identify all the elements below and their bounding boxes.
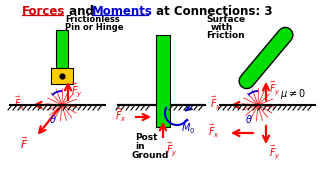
Text: $\vec{F}_x$: $\vec{F}_x$ xyxy=(14,95,26,112)
Text: Ground: Ground xyxy=(131,151,168,160)
Text: with: with xyxy=(211,23,233,32)
Text: $\theta$: $\theta$ xyxy=(245,113,253,125)
Text: Forces: Forces xyxy=(22,5,65,18)
Text: $\theta$: $\theta$ xyxy=(49,113,57,125)
Bar xyxy=(51,68,73,84)
Text: $\vec{F}_x$: $\vec{F}_x$ xyxy=(115,107,127,124)
Text: $\vec{F}_y$: $\vec{F}_y$ xyxy=(166,140,178,158)
Text: $\mu \neq 0$: $\mu \neq 0$ xyxy=(280,87,306,101)
Text: $\vec{F}_x$: $\vec{F}_x$ xyxy=(210,95,222,112)
Text: in: in xyxy=(135,142,145,151)
Text: and: and xyxy=(65,5,98,18)
Text: at Connections: 3: at Connections: 3 xyxy=(152,5,273,18)
Text: Pin or Hinge: Pin or Hinge xyxy=(65,23,124,32)
Text: $\vec{M}_0$: $\vec{M}_0$ xyxy=(181,119,196,136)
Text: $\vec{F}_y$: $\vec{F}_y$ xyxy=(269,143,281,161)
Text: Moments: Moments xyxy=(92,5,153,18)
Text: Frictionless: Frictionless xyxy=(65,15,120,24)
Text: Friction: Friction xyxy=(206,31,244,40)
Text: $\vec{F}_y$: $\vec{F}_y$ xyxy=(71,81,83,99)
Text: Post: Post xyxy=(135,133,157,142)
Text: $\vec{F}$: $\vec{F}$ xyxy=(20,135,28,151)
Bar xyxy=(56,30,68,68)
Text: $\vec{F}_x$: $\vec{F}_x$ xyxy=(208,123,220,140)
Text: Surface: Surface xyxy=(206,15,245,24)
Text: $\vec{F}_y$: $\vec{F}_y$ xyxy=(269,79,281,97)
Bar xyxy=(156,35,170,127)
